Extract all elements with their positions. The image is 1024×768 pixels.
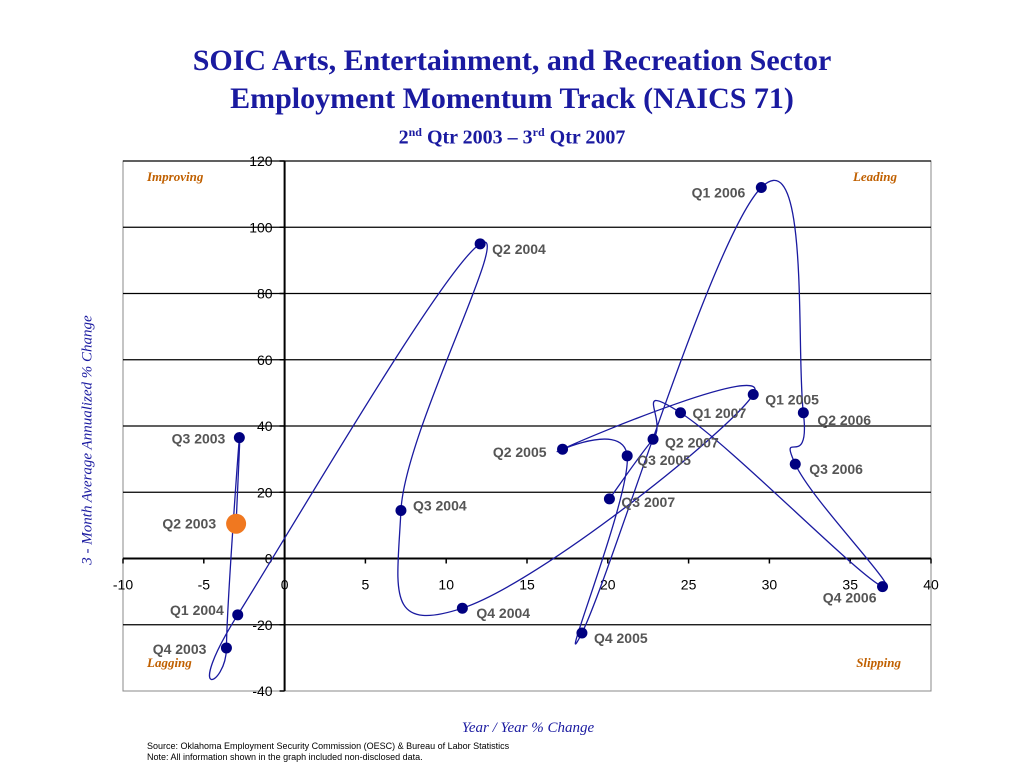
x-axis-label: Year / Year % Change <box>461 720 595 736</box>
point-marker-q1-2004 <box>232 609 244 621</box>
point-marker-q4-2003 <box>220 642 232 654</box>
y-tick-label: 60 <box>257 352 273 368</box>
point-marker-q3-2007 <box>603 493 615 505</box>
point-marker-q1-2005 <box>747 389 759 401</box>
point-label-q3-2004: Q3 2004 <box>413 497 467 513</box>
point-label-q1-2006: Q1 2006 <box>692 185 746 201</box>
y-tick-label: 120 <box>249 153 273 169</box>
point-label-q2-2005: Q2 2005 <box>493 444 547 460</box>
point-label-q1-2005: Q1 2005 <box>765 392 819 408</box>
y-tick-label: 0 <box>265 551 273 567</box>
x-tick-label: 5 <box>362 577 370 593</box>
y-tick-label: 100 <box>249 219 273 235</box>
point-marker-q2-2005 <box>557 443 569 455</box>
disclosure-note: Note: All information shown in the graph… <box>147 752 423 762</box>
source-note: Source: Oklahoma Employment Security Com… <box>147 741 510 751</box>
point-label-q3-2005: Q3 2005 <box>637 452 691 468</box>
point-label-q4-2003: Q4 2003 <box>153 641 207 657</box>
x-tick-label: 10 <box>438 577 454 593</box>
point-label-q1-2004: Q1 2004 <box>170 602 224 618</box>
x-tick-label: 35 <box>842 577 858 593</box>
chart-title-line2: Employment Momentum Track (NAICS 71) <box>230 82 794 115</box>
chart-title-line1: SOIC Arts, Entertainment, and Recreation… <box>192 44 832 77</box>
point-label-q4-2006: Q4 2006 <box>823 590 877 606</box>
x-tick-label: -10 <box>113 577 133 593</box>
x-tick-label: 40 <box>923 577 939 593</box>
quadrant-lagging: Lagging <box>146 655 192 670</box>
subtitle-part-b: Qtr 2003 – 3 <box>421 126 533 149</box>
point-marker-q2-2006 <box>797 407 809 419</box>
point-marker-q1-2007 <box>675 407 687 419</box>
point-marker-q4-2004 <box>456 602 468 614</box>
chart-subtitle: 2nd Qtr 2003 – 3rd Qtr 2007 <box>0 119 1024 151</box>
y-axis-label: 3 - Month Average Annualized % Change <box>79 315 96 565</box>
x-tick-label: 30 <box>762 577 778 593</box>
point-marker-q3-2003 <box>233 432 245 444</box>
point-label-q2-2003: Q2 2003 <box>162 516 216 532</box>
point-label-q3-2003: Q3 2003 <box>172 431 226 447</box>
y-tick-label: -40 <box>252 683 272 699</box>
point-label-q3-2006: Q3 2006 <box>809 461 863 477</box>
y-tick-label: 20 <box>257 484 273 500</box>
point-marker-q2-2003 <box>226 513 247 534</box>
point-marker-q2-2004 <box>474 238 486 250</box>
quadrant-slipping: Slipping <box>856 655 901 670</box>
point-marker-q4-2005 <box>576 627 588 639</box>
point-marker-q4-2006 <box>877 581 889 593</box>
point-marker-q1-2006 <box>755 182 767 193</box>
subtitle-sup-rd: rd <box>532 125 545 139</box>
point-label-q2-2004: Q2 2004 <box>492 241 546 257</box>
point-marker-q3-2005 <box>621 450 633 462</box>
point-label-q2-2006: Q2 2006 <box>817 412 871 428</box>
subtitle-part-c: Qtr 2007 <box>544 126 626 149</box>
track-line <box>208 179 888 680</box>
point-marker-q3-2006 <box>789 458 801 470</box>
x-tick-label: 0 <box>281 577 289 593</box>
point-label-q2-2007: Q2 2007 <box>665 434 719 450</box>
point-label-q4-2004: Q4 2004 <box>476 605 530 621</box>
quadrant-leading: Leading <box>852 169 898 184</box>
x-tick-label: -5 <box>198 577 211 593</box>
y-tick-label: 80 <box>257 286 273 302</box>
x-tick-label: 15 <box>519 577 535 593</box>
subtitle-part-a: 2 <box>398 126 409 149</box>
x-tick-label: 25 <box>681 577 697 593</box>
x-tick-label: 20 <box>600 577 616 593</box>
quadrant-improving: Improving <box>146 169 204 184</box>
point-marker-q2-2007 <box>647 433 659 445</box>
point-label-q3-2007: Q3 2007 <box>621 494 675 510</box>
y-tick-label: 40 <box>257 418 273 434</box>
y-tick-label: -20 <box>252 617 272 633</box>
point-label-q1-2007: Q1 2007 <box>693 405 747 421</box>
point-label-q4-2005: Q4 2005 <box>594 630 648 646</box>
point-marker-q3-2004 <box>395 504 407 516</box>
subtitle-sup-nd: nd <box>408 125 422 139</box>
